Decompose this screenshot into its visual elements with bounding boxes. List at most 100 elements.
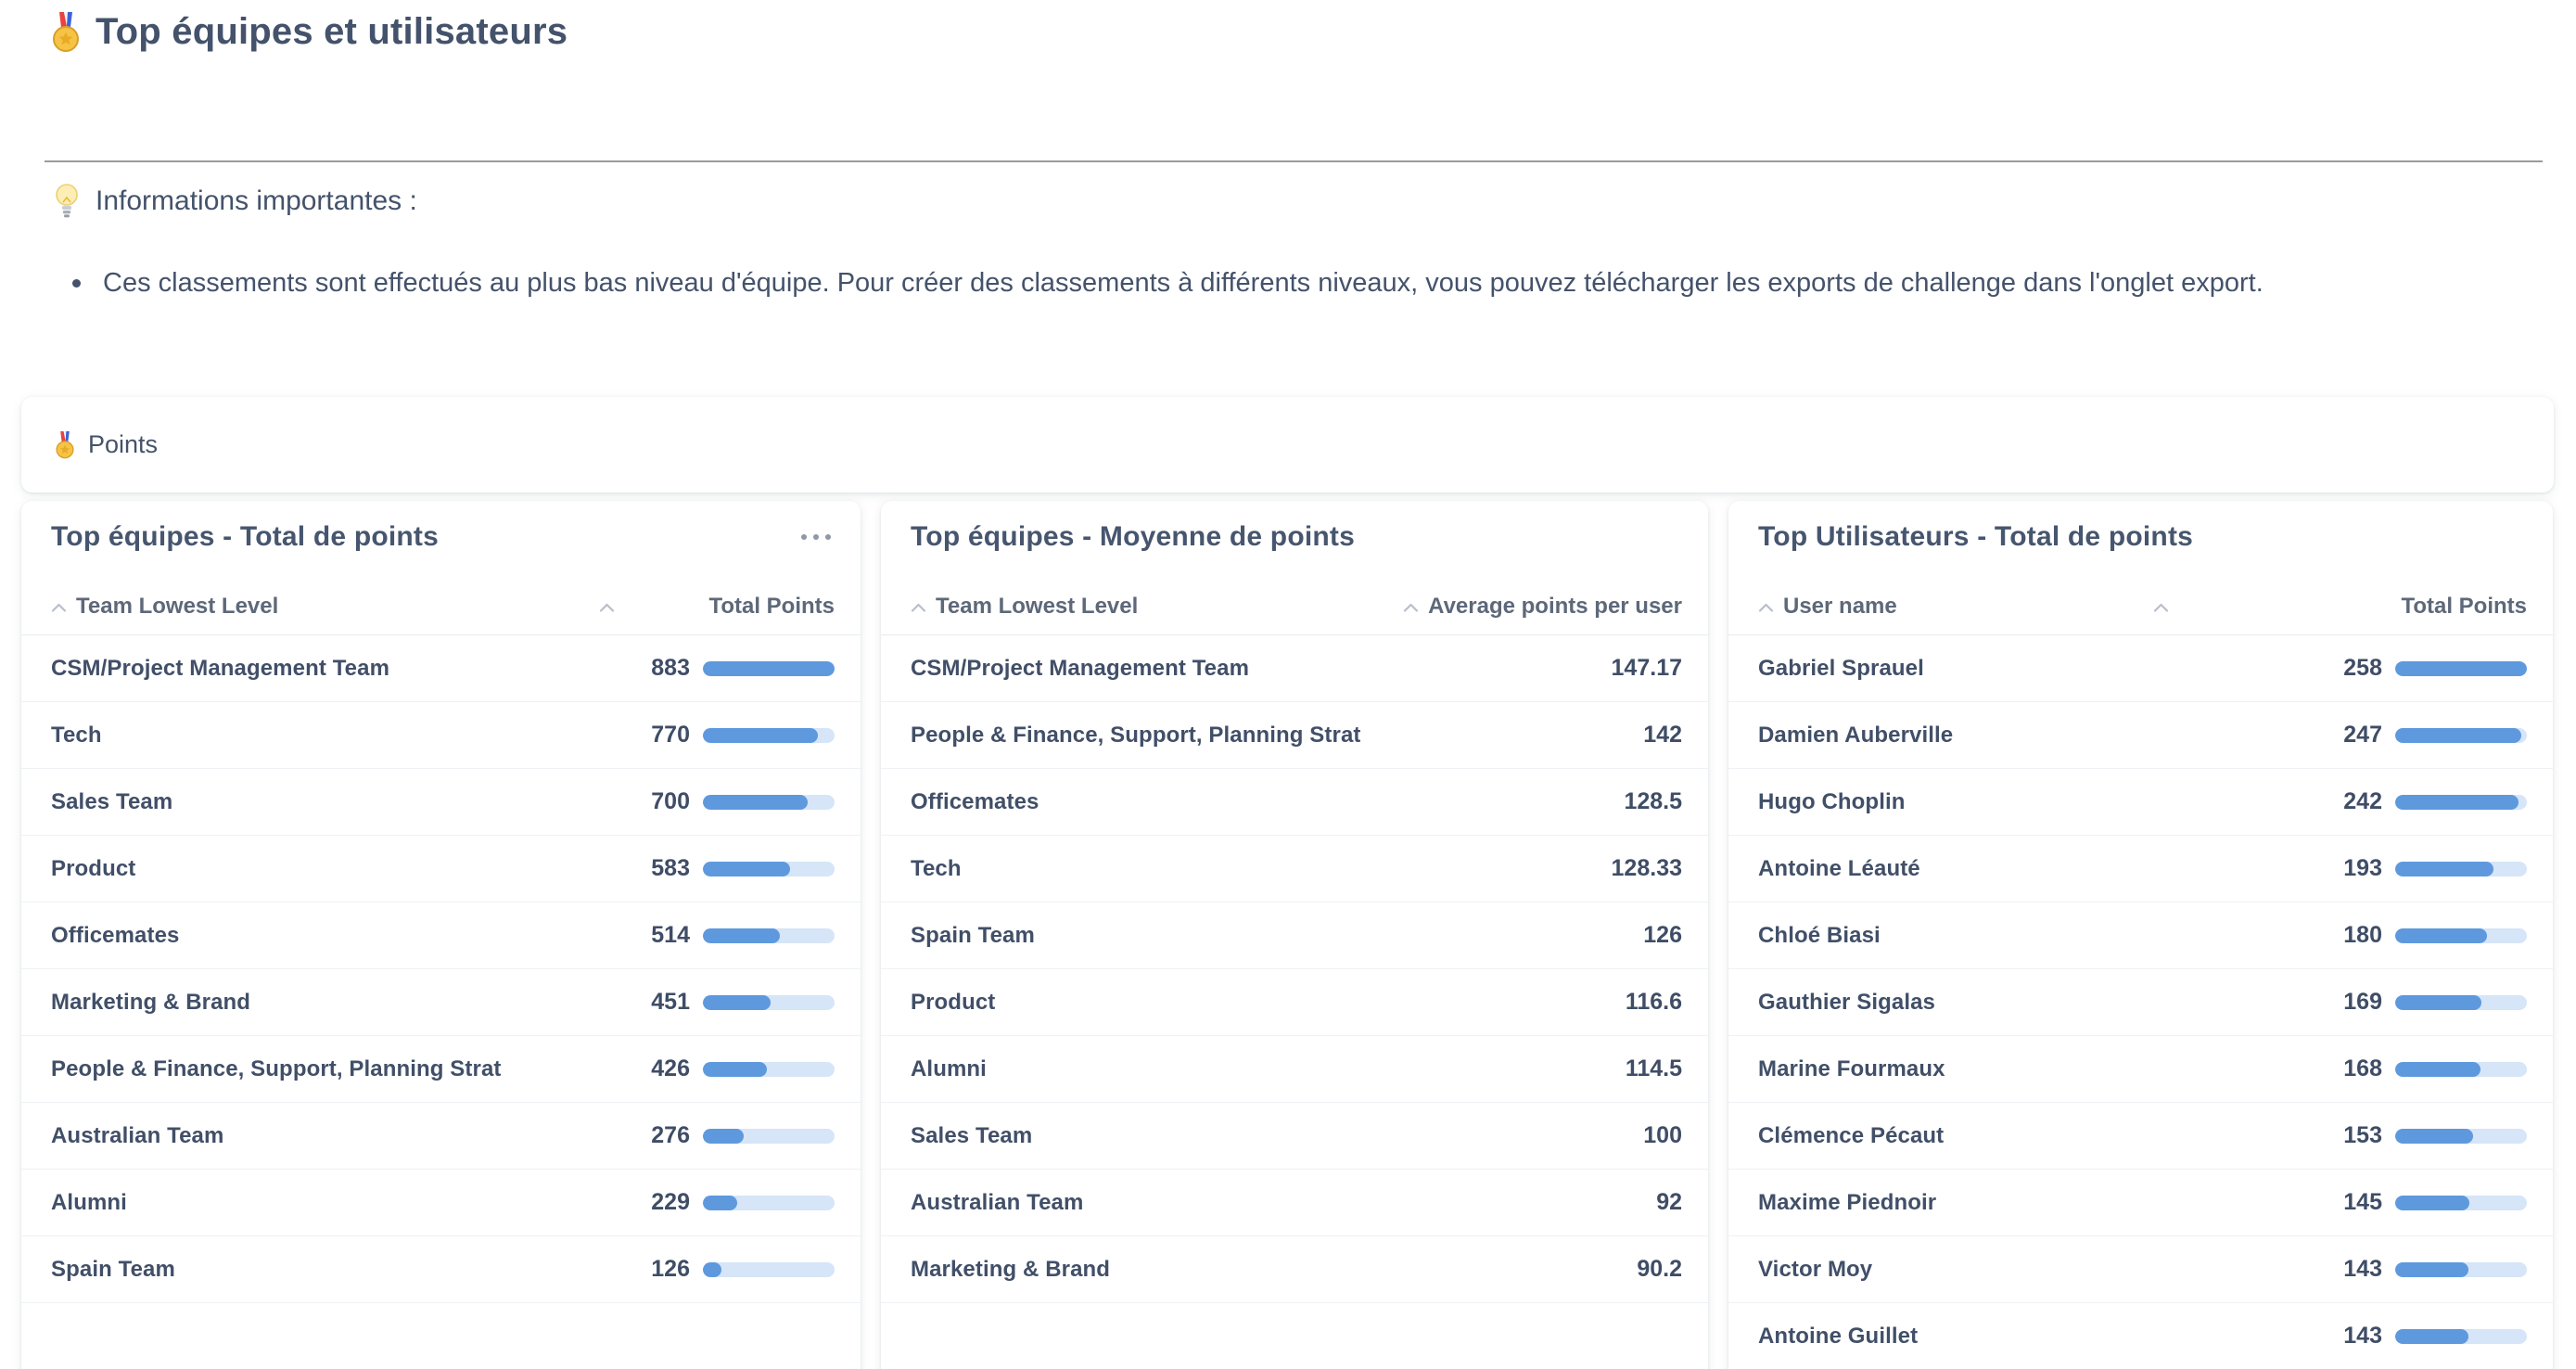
row-label: Product <box>51 855 136 881</box>
row-value: 126 <box>1643 922 1682 948</box>
table-row: Antoine Léauté 193 <box>1728 836 2553 902</box>
row-value: 147.17 <box>1611 655 1682 681</box>
value-bar <box>2395 1195 2527 1210</box>
table-row: Chloé Biasi 180 <box>1728 902 2553 969</box>
table-row: Maxime Piednoir 145 <box>1728 1170 2553 1236</box>
row-label: Australian Team <box>911 1189 1084 1215</box>
table-row: Officemates 514 <box>21 902 861 969</box>
row-value: 128.5 <box>1624 788 1682 814</box>
row-label: Alumni <box>51 1189 127 1215</box>
table-row: Damien Auberville 247 <box>1728 702 2553 769</box>
row-label: Spain Team <box>911 922 1035 948</box>
row-value: 145 <box>2343 1189 2382 1215</box>
table-row: Product 116.6 <box>881 969 1708 1036</box>
table-row: Antoine Guillet 143 <box>1728 1303 2553 1369</box>
info-bullet: Ces classements sont effectués au plus b… <box>72 268 2576 299</box>
header-separator <box>881 634 1708 635</box>
row-label: Clémence Pécaut <box>1758 1122 1945 1148</box>
row-value: 168 <box>2343 1056 2382 1081</box>
column-header-total-points[interactable]: Total Points <box>599 594 835 620</box>
value-bar <box>703 660 835 676</box>
column-header-total-points[interactable]: Total Points <box>2153 594 2527 620</box>
sort-asc-icon <box>51 603 67 612</box>
table-row: Spain Team 126 <box>21 1236 861 1303</box>
row-label: Victor Moy <box>1758 1256 1873 1282</box>
panel-menu-button[interactable] <box>797 521 835 545</box>
page-header: Top équipes et utilisateurs <box>0 0 2576 53</box>
value-bar <box>2395 1128 2527 1144</box>
row-label: Sales Team <box>51 788 173 814</box>
row-label: People & Finance, Support, Planning Stra… <box>911 722 1361 748</box>
row-value: 770 <box>651 722 690 748</box>
row-value: 153 <box>2343 1122 2382 1148</box>
table-row: Product 583 <box>21 836 861 902</box>
table-row: Tech 770 <box>21 702 861 769</box>
table-body: CSM/Project Management Team 883 Tech 770 Sal… <box>21 635 861 1303</box>
row-label: Alumni <box>911 1056 987 1081</box>
row-value: 247 <box>2343 722 2382 748</box>
value-bar <box>703 994 835 1010</box>
value-bar <box>2395 660 2527 676</box>
table-row: People & Finance, Support, Planning Stra… <box>21 1036 861 1103</box>
row-label: CSM/Project Management Team <box>911 655 1250 681</box>
row-label: People & Finance, Support, Planning Stra… <box>51 1056 502 1081</box>
table-row: Marine Fourmaux 168 <box>1728 1036 2553 1103</box>
row-value: 90.2 <box>1637 1256 1682 1282</box>
row-label: Tech <box>911 855 962 881</box>
row-value: 242 <box>2343 788 2382 814</box>
row-label: Australian Team <box>51 1122 224 1148</box>
panel-top-teams-average-points: Top équipes - Moyenne de points Team Low… <box>881 501 1708 1369</box>
table-row: Marketing & Brand 90.2 <box>881 1236 1708 1303</box>
row-label: Product <box>911 989 996 1015</box>
page-title: Top équipes et utilisateurs <box>96 11 568 52</box>
row-label: Officemates <box>911 788 1039 814</box>
row-label: Tech <box>51 722 102 748</box>
column-header-average-points[interactable]: Average points per user <box>1403 594 1682 620</box>
row-value: 180 <box>2343 922 2382 948</box>
value-bar <box>703 727 835 743</box>
table-row: Victor Moy 143 <box>1728 1236 2553 1303</box>
sort-asc-icon <box>911 603 926 612</box>
value-bar <box>2395 1261 2527 1277</box>
row-value: 193 <box>2343 855 2382 881</box>
table-row: CSM/Project Management Team 147.17 <box>881 635 1708 702</box>
panel-title: Top équipes - Total de points <box>51 521 440 552</box>
value-bar <box>703 928 835 943</box>
column-header-team[interactable]: Team Lowest Level <box>51 594 599 620</box>
row-label: Marketing & Brand <box>911 1256 1111 1282</box>
row-label: Gabriel Sprauel <box>1758 655 1924 681</box>
table-row: Gabriel Sprauel 258 <box>1728 635 2553 702</box>
table-row: CSM/Project Management Team 883 <box>21 635 861 702</box>
medal-icon <box>53 11 79 52</box>
medal-icon <box>56 430 74 458</box>
column-header-user[interactable]: User name <box>1758 594 2153 620</box>
table-row: Alumni 114.5 <box>881 1036 1708 1103</box>
row-value: 114.5 <box>1625 1056 1682 1081</box>
row-label: Sales Team <box>911 1122 1033 1148</box>
value-bar <box>2395 861 2527 876</box>
row-value: 700 <box>651 788 690 814</box>
table-body: CSM/Project Management Team 147.17 People … <box>881 635 1708 1303</box>
panel-top-users-total-points: Top Utilisateurs - Total de points User … <box>1728 501 2553 1369</box>
row-value: 583 <box>651 855 690 881</box>
leaderboard-panels: Top équipes - Total de points Team Lowes… <box>21 501 2554 1369</box>
row-label: Antoine Guillet <box>1758 1323 1919 1349</box>
row-label: Officemates <box>51 922 180 948</box>
table-row: Officemates 128.5 <box>881 769 1708 836</box>
table-row: Clémence Pécaut 153 <box>1728 1103 2553 1170</box>
sort-asc-icon <box>1403 603 1419 612</box>
value-bar <box>703 1061 835 1077</box>
column-header-team[interactable]: Team Lowest Level <box>911 594 1403 620</box>
table-row: Australian Team 276 <box>21 1103 861 1170</box>
points-section-card[interactable]: Points <box>21 397 2554 493</box>
row-value: 276 <box>651 1122 690 1148</box>
row-label: CSM/Project Management Team <box>51 655 390 681</box>
value-bar <box>703 794 835 810</box>
row-label: Damien Auberville <box>1758 722 1954 748</box>
info-bullet-text: Ces classements sont effectués au plus b… <box>103 268 2264 298</box>
row-value: 451 <box>651 989 690 1015</box>
row-value: 426 <box>651 1056 690 1081</box>
info-heading-label: Informations importantes : <box>96 186 417 216</box>
value-bar <box>2395 994 2527 1010</box>
